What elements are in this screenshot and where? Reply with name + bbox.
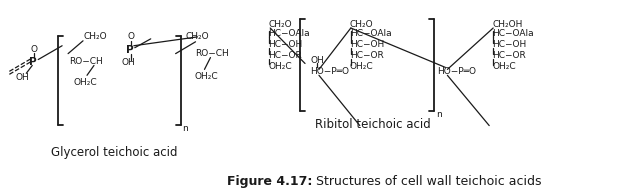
- Text: HO−P═O: HO−P═O: [310, 67, 349, 76]
- Text: OH₂C: OH₂C: [73, 78, 97, 87]
- Text: HC−OH: HC−OH: [268, 40, 303, 49]
- Text: O: O: [31, 45, 37, 54]
- Text: HC−OR: HC−OR: [350, 51, 384, 60]
- Text: CH₂O: CH₂O: [185, 32, 209, 41]
- Text: OH₂C: OH₂C: [268, 62, 292, 71]
- Text: HO−P═O: HO−P═O: [437, 67, 477, 76]
- Text: HC−OH: HC−OH: [350, 40, 384, 49]
- Text: OH: OH: [122, 58, 135, 67]
- Text: HC−OR: HC−OR: [492, 51, 526, 60]
- Text: OH: OH: [16, 73, 29, 82]
- Text: OH₂C: OH₂C: [492, 62, 516, 71]
- Text: HC−OAla: HC−OAla: [492, 29, 534, 38]
- Text: CH₂O: CH₂O: [268, 19, 292, 29]
- Text: P: P: [29, 57, 37, 67]
- Text: O: O: [127, 32, 134, 41]
- Text: OH₂C: OH₂C: [350, 62, 373, 71]
- Text: RO−CH: RO−CH: [69, 57, 103, 66]
- Text: Figure 4.17:: Figure 4.17:: [227, 175, 312, 188]
- Text: n: n: [436, 110, 442, 119]
- Text: OH: OH: [310, 56, 324, 65]
- Text: P: P: [126, 45, 134, 55]
- Text: CH₂OH: CH₂OH: [492, 19, 522, 29]
- Text: CH₂O: CH₂O: [83, 32, 107, 41]
- Text: HC−OAla: HC−OAla: [268, 29, 310, 38]
- Text: CH₂O: CH₂O: [350, 19, 373, 29]
- Text: Glycerol teichoic acid: Glycerol teichoic acid: [51, 146, 178, 159]
- Text: HC−OR: HC−OR: [268, 51, 302, 60]
- Text: Ribitol teichoic acid: Ribitol teichoic acid: [315, 118, 431, 131]
- Text: RO−CH: RO−CH: [195, 49, 229, 58]
- Text: n: n: [183, 124, 188, 133]
- Text: Structures of cell wall teichoic acids: Structures of cell wall teichoic acids: [312, 175, 542, 188]
- Text: OH₂C: OH₂C: [195, 72, 218, 81]
- Text: HC−OH: HC−OH: [492, 40, 527, 49]
- Text: HC−OAla: HC−OAla: [350, 29, 391, 38]
